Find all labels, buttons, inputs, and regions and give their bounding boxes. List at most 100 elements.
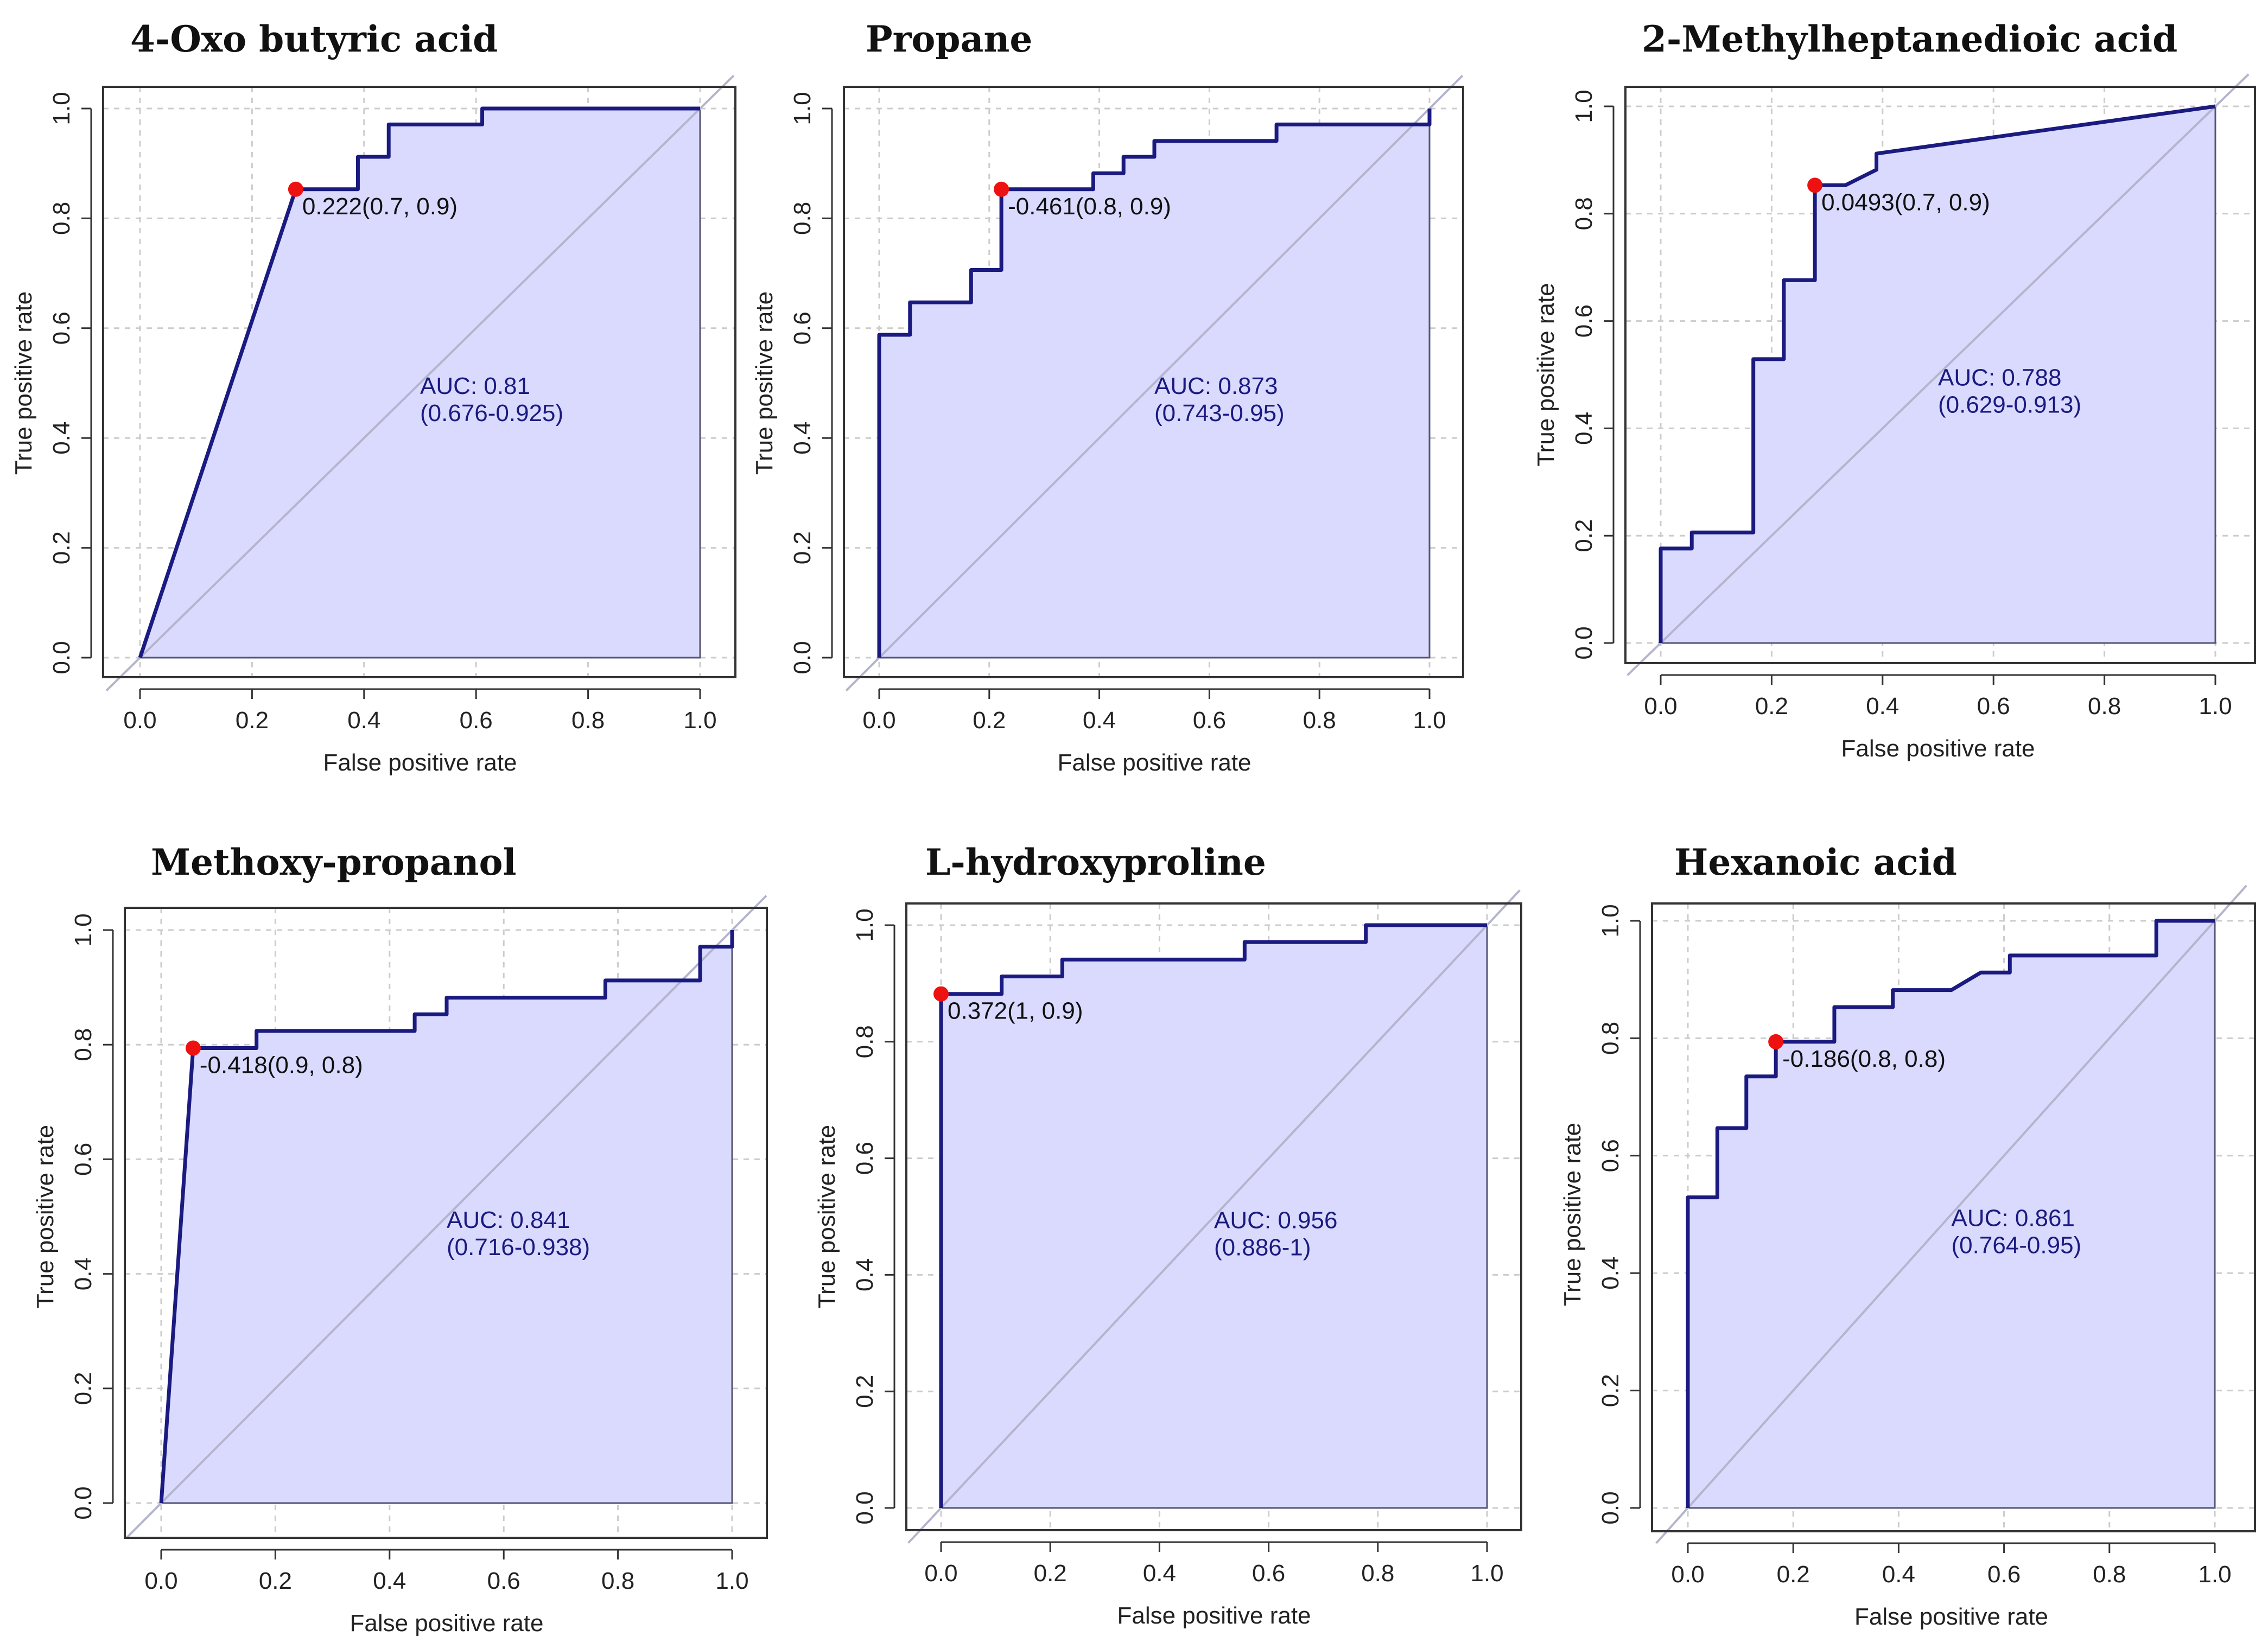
x-tick-label: 0.2 <box>973 707 1006 734</box>
x-tick-label: 0.2 <box>1034 1560 1067 1587</box>
y-axis-label: True positive rate <box>32 1125 59 1308</box>
panel-title: L-hydroxyproline <box>925 841 1266 883</box>
auc-ci-label: (0.629-0.913) <box>1938 391 2081 418</box>
x-axis-label: False positive rate <box>1854 1603 2048 1630</box>
x-axis-label: False positive rate <box>1057 749 1251 776</box>
auc-ci-label: (0.886-1) <box>1214 1234 1311 1261</box>
auc-label: AUC: 0.788 <box>1938 364 2061 391</box>
y-tick-label: 0.6 <box>70 1143 97 1176</box>
x-tick-label: 0.0 <box>123 707 156 734</box>
diagonal-reference-line <box>1627 73 2250 676</box>
y-tick-label: 0.2 <box>1571 519 1597 552</box>
y-tick-label: 0.0 <box>70 1486 97 1519</box>
roc-curve <box>877 109 1432 658</box>
auc-ci-label: (0.743-0.95) <box>1154 400 1285 426</box>
panel-title: 4-Oxo butyric acid <box>130 18 498 60</box>
y-tick-label: 1.0 <box>789 92 816 125</box>
x-tick-label: 1.0 <box>715 1568 748 1594</box>
cutoff-point <box>994 181 1009 197</box>
y-tick-label: 0.2 <box>1597 1374 1624 1407</box>
y-tick-label: 0.6 <box>1571 304 1597 338</box>
y-tick-label: 0.4 <box>70 1257 97 1290</box>
x-tick-label: 0.0 <box>862 707 895 734</box>
auc-label: AUC: 0.81 <box>420 373 530 399</box>
x-tick-label: 1.0 <box>1470 1560 1503 1587</box>
plot-frame <box>1651 902 2256 1532</box>
x-tick-label: 0.6 <box>1252 1560 1285 1587</box>
auc-ci-label: (0.716-0.938) <box>447 1234 590 1261</box>
x-tick-label: 0.6 <box>1193 707 1226 734</box>
x-tick-label: 1.0 <box>2199 693 2232 720</box>
x-tick-label: 0.8 <box>2093 1561 2126 1588</box>
plot-frame <box>905 902 1522 1531</box>
y-tick-label: 1.0 <box>1597 904 1624 937</box>
panel-title: Hexanoic acid <box>1674 841 1957 883</box>
y-tick-label: 0.8 <box>852 1025 878 1058</box>
x-tick-label: 1.0 <box>2198 1561 2231 1588</box>
y-tick-label: 0.6 <box>1597 1139 1624 1172</box>
y-tick-label: 0.2 <box>70 1372 97 1405</box>
x-tick-label: 0.6 <box>1987 1561 2021 1588</box>
cutoff-label: -0.186(0.8, 0.8) <box>1782 1046 1946 1072</box>
y-tick-label: 1.0 <box>1571 90 1597 123</box>
x-tick-label: 0.2 <box>236 707 269 734</box>
roc-curve <box>1659 104 2216 643</box>
x-tick-label: 0.6 <box>460 707 493 734</box>
x-tick-label: 0.2 <box>1755 693 1788 720</box>
cutoff-label: 0.0493(0.7, 0.9) <box>1821 189 1990 215</box>
cutoff-label: -0.461(0.8, 0.9) <box>1008 193 1171 220</box>
roc-curve <box>138 106 700 659</box>
x-tick-label: 0.4 <box>1866 693 1899 720</box>
y-tick-label: 1.0 <box>852 908 878 941</box>
y-tick-label: 0.6 <box>789 311 816 345</box>
y-tick-label: 1.0 <box>70 913 97 946</box>
y-tick-label: 0.0 <box>789 641 816 674</box>
plot-frame <box>843 86 1464 678</box>
roc-curve <box>939 923 1487 1508</box>
x-axis-label: False positive rate <box>1117 1602 1311 1629</box>
cutoff-point <box>1807 177 1823 193</box>
x-tick-label: 0.8 <box>1361 1560 1394 1587</box>
plot-frame <box>124 907 768 1539</box>
x-tick-label: 0.2 <box>1777 1561 1810 1588</box>
y-tick-label: 0.0 <box>1571 626 1597 659</box>
y-axis-label: True positive rate <box>10 291 37 475</box>
cutoff-point <box>1768 1034 1784 1049</box>
cutoff-label: 0.372(1, 0.9) <box>948 998 1083 1024</box>
cutoff-point <box>185 1040 201 1056</box>
roc-panel: L-hydroxyproline 0.372(1, 0.9) AUC: 0.956(… <box>814 841 1522 1629</box>
panel-title: 2-Methylheptanedioic acid <box>1642 18 2177 60</box>
y-axis-label: True positive rate <box>814 1125 840 1308</box>
x-tick-label: 0.0 <box>144 1568 177 1594</box>
plot-frame <box>1624 86 2256 664</box>
diagonal-reference-line <box>105 74 735 692</box>
y-tick-label: 0.8 <box>1571 197 1597 230</box>
x-tick-label: 0.8 <box>2088 693 2121 720</box>
x-tick-label: 0.4 <box>1083 707 1116 734</box>
auc-label: AUC: 0.841 <box>447 1207 570 1233</box>
roc-panel: Hexanoic acid -0.186(0.8, 0.8) AUC: 0.861(… <box>1559 841 2256 1630</box>
diagonal-reference-line <box>907 889 1521 1544</box>
y-tick-label: 0.8 <box>789 202 816 235</box>
x-tick-label: 0.0 <box>1671 1561 1704 1588</box>
auc-label: AUC: 0.956 <box>1214 1207 1337 1233</box>
y-axis-label: True positive rate <box>1559 1123 1586 1306</box>
x-tick-label: 0.4 <box>347 707 380 734</box>
x-axis-label: False positive rate <box>323 749 517 776</box>
panel-title: Propane <box>866 18 1032 60</box>
x-tick-label: 0.8 <box>601 1568 634 1594</box>
cutoff-label: -0.418(0.9, 0.8) <box>200 1052 363 1079</box>
x-tick-label: 0.4 <box>1882 1561 1915 1588</box>
roc-curve <box>1686 919 2215 1508</box>
roc-panel: Methoxy-propanol -0.418(0.9, 0.8) AUC: 0.8… <box>32 841 768 1636</box>
x-tick-label: 0.6 <box>1977 693 2010 720</box>
x-tick-label: 0.4 <box>1143 1560 1176 1587</box>
panel-title: Methoxy-propanol <box>151 841 517 883</box>
diagonal-reference-line <box>1655 884 2247 1544</box>
roc-panel: Propane -0.461(0.8, 0.9) AUC: 0.873(0.743-… <box>751 18 1464 776</box>
y-tick-label: 0.8 <box>48 202 75 235</box>
auc-label: AUC: 0.873 <box>1154 373 1278 399</box>
cutoff-label: 0.222(0.7, 0.9) <box>302 193 458 220</box>
y-tick-label: 0.4 <box>1571 412 1597 445</box>
